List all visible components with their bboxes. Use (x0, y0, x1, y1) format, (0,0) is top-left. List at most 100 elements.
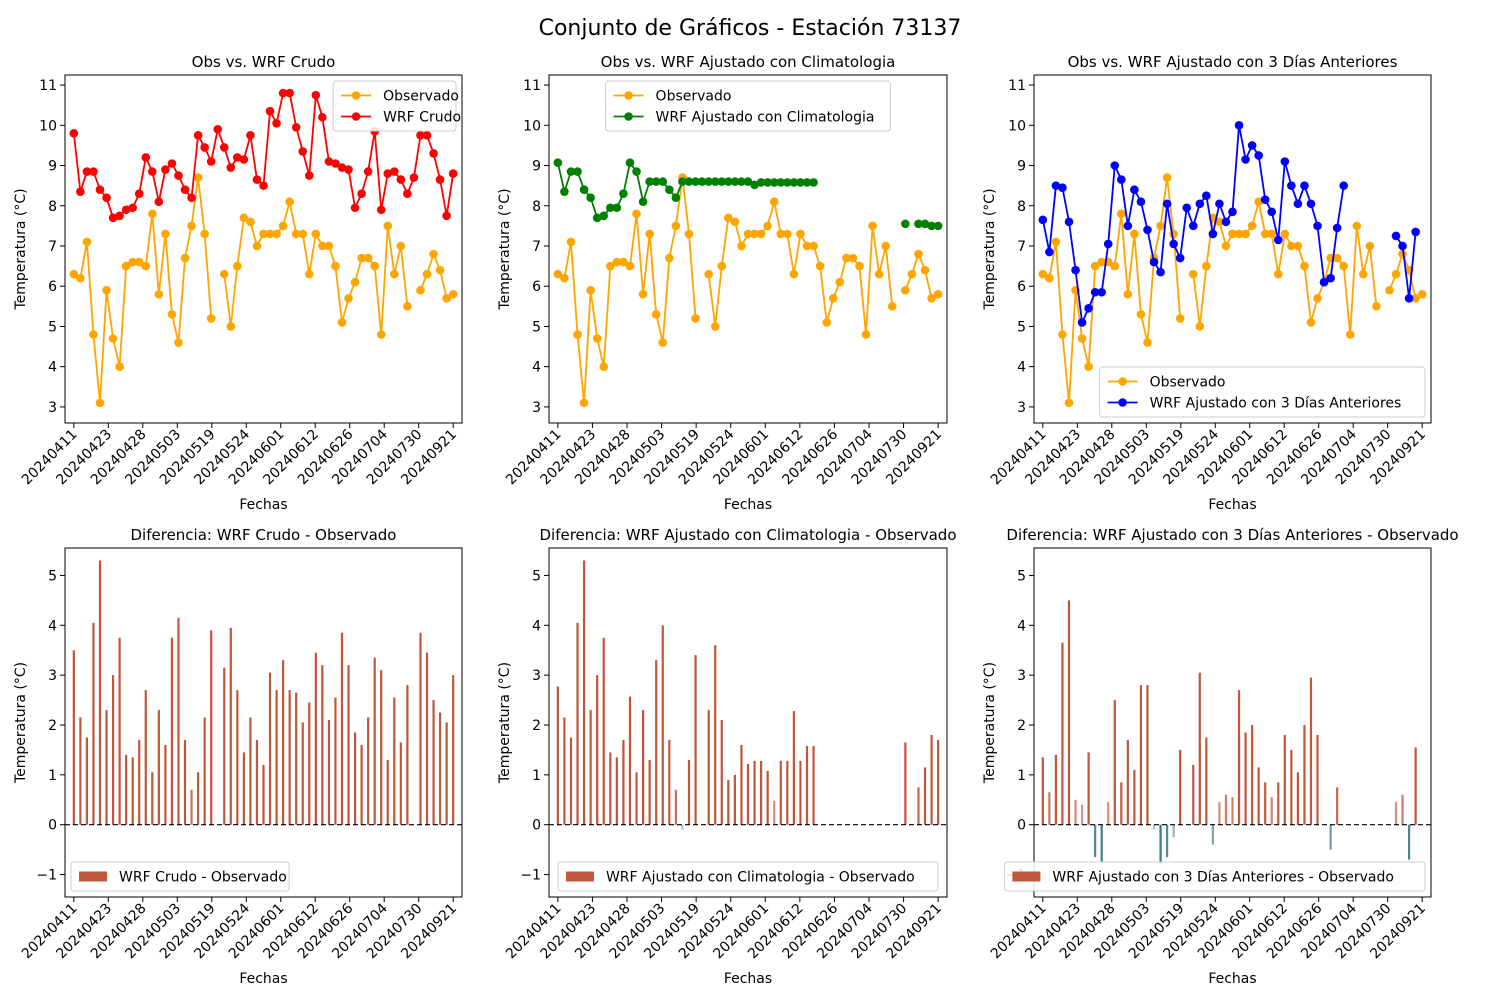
bar (334, 697, 337, 825)
data-point (1247, 221, 1257, 231)
data-point (756, 178, 766, 187)
data-point (861, 330, 871, 339)
data-point (265, 229, 275, 239)
y-tick-label: 0 (48, 818, 57, 834)
data-point (239, 155, 249, 164)
data-point (1123, 221, 1133, 231)
bar (1205, 737, 1208, 825)
data-point (606, 203, 615, 213)
bar (308, 702, 311, 825)
bar (1316, 734, 1319, 825)
data-point (422, 269, 432, 279)
data-point (619, 257, 628, 267)
legend-swatch-marker (624, 112, 633, 121)
bar (399, 742, 402, 825)
data-point (187, 193, 196, 203)
data-point (1169, 239, 1178, 249)
data-point (789, 178, 799, 187)
bar (753, 760, 756, 825)
data-point (435, 265, 445, 275)
data-point (1149, 257, 1159, 267)
legend-box (332, 80, 457, 132)
data-point (200, 143, 209, 152)
y-tick-label: 6 (1017, 279, 1026, 295)
legend-label: Observado (1150, 375, 1226, 391)
data-point (1332, 253, 1342, 263)
data-point (1175, 314, 1185, 323)
data-point (1038, 215, 1048, 225)
data-point (737, 177, 746, 186)
chart-panel-2: Obs vs. WRF Ajustado con Climatologia 3 4 5… (497, 53, 948, 513)
bar (930, 734, 933, 825)
chart-title: Diferencia: WRF Crudo - Observado (131, 526, 397, 544)
data-point (1300, 181, 1309, 190)
data-point (632, 209, 641, 219)
chart-title: Diferencia: WRF Ajustado con 3 Días Ante… (1006, 526, 1458, 544)
data-point (566, 167, 576, 176)
data-point (134, 189, 144, 198)
bar (393, 697, 396, 825)
data-point (606, 261, 615, 271)
bar (295, 692, 298, 825)
data-point (1234, 120, 1244, 130)
data-point (566, 237, 576, 247)
data-point (730, 177, 740, 186)
bar (582, 560, 586, 825)
data-point (1241, 155, 1250, 164)
bar (740, 744, 743, 825)
y-axis-label: Temperatura (°C) (13, 188, 29, 310)
y-tick-label: −1 (520, 868, 541, 884)
data-point (822, 318, 831, 327)
data-point (933, 221, 943, 231)
bar (576, 622, 579, 825)
y-tick-label: 10 (39, 118, 57, 134)
data-point (344, 165, 353, 174)
data-point (1058, 330, 1067, 339)
legend-label: Observado (656, 89, 732, 105)
data-point (246, 131, 255, 140)
data-point (1221, 217, 1231, 227)
data-point (1339, 261, 1348, 271)
data-point (632, 167, 641, 176)
bar (779, 760, 782, 825)
bar (347, 665, 350, 825)
bar (1120, 782, 1123, 825)
data-point (1404, 293, 1414, 303)
data-point (337, 163, 347, 172)
y-tick-label: 2 (48, 718, 57, 734)
data-point (1319, 277, 1329, 287)
legend: WRF Crudo - Observado (70, 861, 290, 892)
data-point (1156, 221, 1165, 231)
legend-label: WRF Ajustado con Climatologia (656, 110, 875, 126)
data-point (200, 229, 209, 239)
data-point (442, 211, 451, 221)
data-point (1365, 241, 1375, 251)
data-point (1130, 229, 1139, 239)
bar (275, 690, 278, 825)
data-point (848, 253, 858, 263)
data-point (1293, 241, 1303, 251)
data-point (219, 143, 229, 152)
data-point (638, 197, 648, 207)
data-point (1398, 241, 1407, 251)
bar (1067, 600, 1071, 825)
bar (1244, 732, 1247, 825)
legend-box (605, 80, 891, 132)
data-point (1064, 398, 1074, 408)
y-tick-label: 5 (48, 568, 57, 584)
data-point (1280, 157, 1290, 166)
bar (622, 739, 625, 825)
bar (373, 657, 376, 825)
y-tick-label: 3 (532, 400, 541, 416)
data-point (174, 338, 183, 347)
bar (1237, 690, 1241, 825)
bar (917, 787, 920, 825)
data-point (252, 241, 262, 251)
data-point (69, 269, 79, 279)
data-point (128, 203, 137, 213)
bar (1270, 797, 1273, 825)
data-point (907, 269, 917, 279)
data-point (802, 241, 812, 251)
y-tick-label: 4 (48, 618, 57, 634)
